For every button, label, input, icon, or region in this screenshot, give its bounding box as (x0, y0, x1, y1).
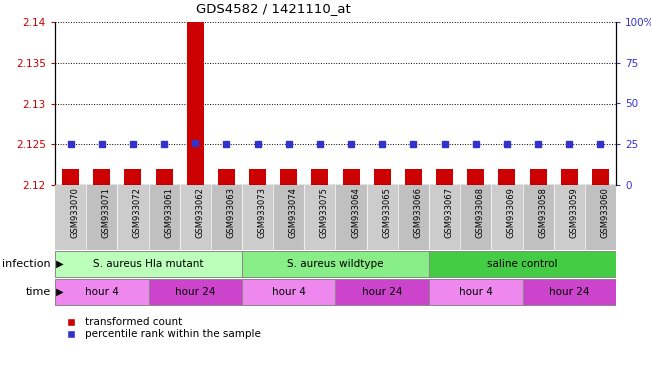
Bar (585, 185, 616, 250)
Text: hour 24: hour 24 (549, 287, 590, 297)
Bar (335, 280, 429, 305)
Bar (55, 252, 242, 276)
Bar (55, 280, 148, 305)
Bar (499, 169, 516, 185)
Bar (367, 185, 398, 250)
Text: time: time (26, 287, 51, 297)
Bar (242, 280, 335, 305)
Text: S. aureus Hla mutant: S. aureus Hla mutant (93, 259, 204, 269)
Bar (529, 169, 547, 185)
Text: GSM933067: GSM933067 (445, 187, 454, 238)
Text: hour 24: hour 24 (362, 287, 402, 297)
Bar (553, 185, 585, 250)
Text: hour 24: hour 24 (175, 287, 215, 297)
Text: saline control: saline control (487, 259, 558, 269)
Text: GSM933072: GSM933072 (133, 187, 142, 238)
Bar (460, 185, 492, 250)
Text: infection: infection (3, 259, 51, 269)
Bar (592, 169, 609, 185)
Bar (311, 169, 329, 185)
Bar (93, 169, 110, 185)
Bar (249, 169, 266, 185)
Bar (62, 169, 79, 185)
Text: GSM933058: GSM933058 (538, 187, 547, 238)
Bar (117, 185, 148, 250)
Bar (156, 169, 173, 185)
Text: GSM933068: GSM933068 (476, 187, 485, 238)
Bar (492, 185, 523, 250)
Text: GSM933064: GSM933064 (351, 187, 360, 238)
Text: GSM933062: GSM933062 (195, 187, 204, 238)
Text: S. aureus wildtype: S. aureus wildtype (287, 259, 383, 269)
Bar (55, 185, 86, 250)
Bar (242, 185, 273, 250)
Bar (429, 185, 460, 250)
Text: GSM933075: GSM933075 (320, 187, 329, 238)
Bar (467, 169, 484, 185)
Bar (180, 185, 211, 250)
Bar (124, 169, 141, 185)
Text: GSM933066: GSM933066 (413, 187, 422, 238)
Bar (148, 280, 242, 305)
Text: hour 4: hour 4 (459, 287, 493, 297)
Legend: transformed count, percentile rank within the sample: transformed count, percentile rank withi… (60, 317, 261, 339)
Text: hour 4: hour 4 (272, 287, 306, 297)
Bar (218, 169, 235, 185)
Bar (374, 169, 391, 185)
Text: GSM933070: GSM933070 (70, 187, 79, 238)
Bar (436, 169, 453, 185)
Bar (273, 185, 304, 250)
Bar (523, 185, 553, 250)
Bar (335, 185, 367, 250)
Text: GDS4582 / 1421110_at: GDS4582 / 1421110_at (196, 2, 351, 15)
Bar (148, 185, 180, 250)
Text: GSM933071: GSM933071 (102, 187, 111, 238)
Bar (211, 185, 242, 250)
Bar (405, 169, 422, 185)
Text: GSM933060: GSM933060 (600, 187, 609, 238)
Text: GSM933059: GSM933059 (569, 187, 578, 238)
Text: GSM933074: GSM933074 (289, 187, 298, 238)
Text: ▶: ▶ (53, 259, 64, 269)
Bar (523, 280, 616, 305)
Bar (187, 14, 204, 185)
Bar (398, 185, 429, 250)
Bar (304, 185, 335, 250)
Bar (280, 169, 298, 185)
Bar (342, 169, 359, 185)
Bar (86, 185, 117, 250)
Text: GSM933063: GSM933063 (227, 187, 236, 238)
Text: ▶: ▶ (53, 287, 64, 297)
Bar (561, 169, 578, 185)
Bar (429, 280, 523, 305)
Text: GSM933073: GSM933073 (258, 187, 266, 238)
Bar (242, 252, 429, 276)
Text: GSM933061: GSM933061 (164, 187, 173, 238)
Text: GSM933065: GSM933065 (382, 187, 391, 238)
Bar (429, 252, 616, 276)
Text: GSM933069: GSM933069 (507, 187, 516, 238)
Text: hour 4: hour 4 (85, 287, 118, 297)
